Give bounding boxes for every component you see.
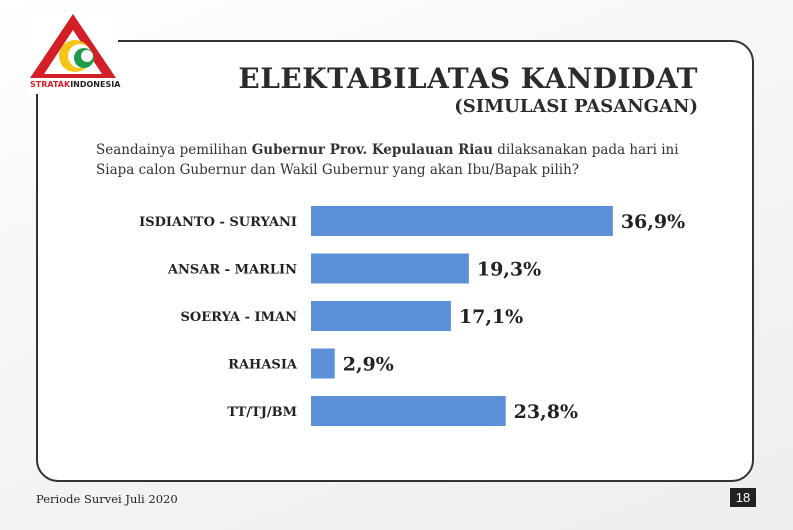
value-label: 36,9% — [621, 211, 685, 233]
value-label: 17,1% — [459, 306, 523, 328]
bar — [311, 301, 451, 331]
value-label: 23,8% — [514, 401, 578, 423]
logo-text-dark: INDONESIA — [70, 80, 121, 89]
question-text-2: dilaksanakan pada hari ini — [493, 142, 679, 158]
question-text-line2: Siapa calon Gubernur dan Wakil Gubernur … — [96, 162, 580, 178]
page-title: ELEKTABILATAS KANDIDAT — [238, 62, 698, 95]
category-label: TT/TJ/BM — [227, 405, 297, 420]
question-text-bold: Gubernur Prov. Kepulauan Riau — [251, 142, 493, 158]
logo-text: STRATAKINDONESIA — [30, 80, 120, 89]
logo-text-red: STRATAK — [30, 80, 71, 89]
survey-question: Seandainya pemilihan Gubernur Prov. Kepu… — [96, 140, 716, 180]
page-subtitle: (SIMULASI PASANGAN) — [454, 96, 698, 117]
bar — [311, 206, 613, 236]
category-label: RAHASIA — [228, 358, 298, 373]
bar — [311, 396, 506, 426]
category-label: ISDIANTO - SURYANI — [139, 215, 297, 230]
survey-period: Periode Survei Juli 2020 — [36, 492, 178, 506]
value-label: 2,9% — [343, 354, 394, 376]
category-label: ANSAR - MARLIN — [167, 263, 297, 278]
page-number: 18 — [730, 488, 756, 507]
bar — [311, 348, 335, 379]
stratak-logo: STRATAKINDONESIA — [28, 12, 120, 94]
question-text-1: Seandainya pemilihan — [96, 142, 252, 158]
bar — [311, 253, 469, 284]
value-label: 19,3% — [477, 259, 541, 281]
category-label: SOERYA - IMAN — [181, 310, 298, 325]
